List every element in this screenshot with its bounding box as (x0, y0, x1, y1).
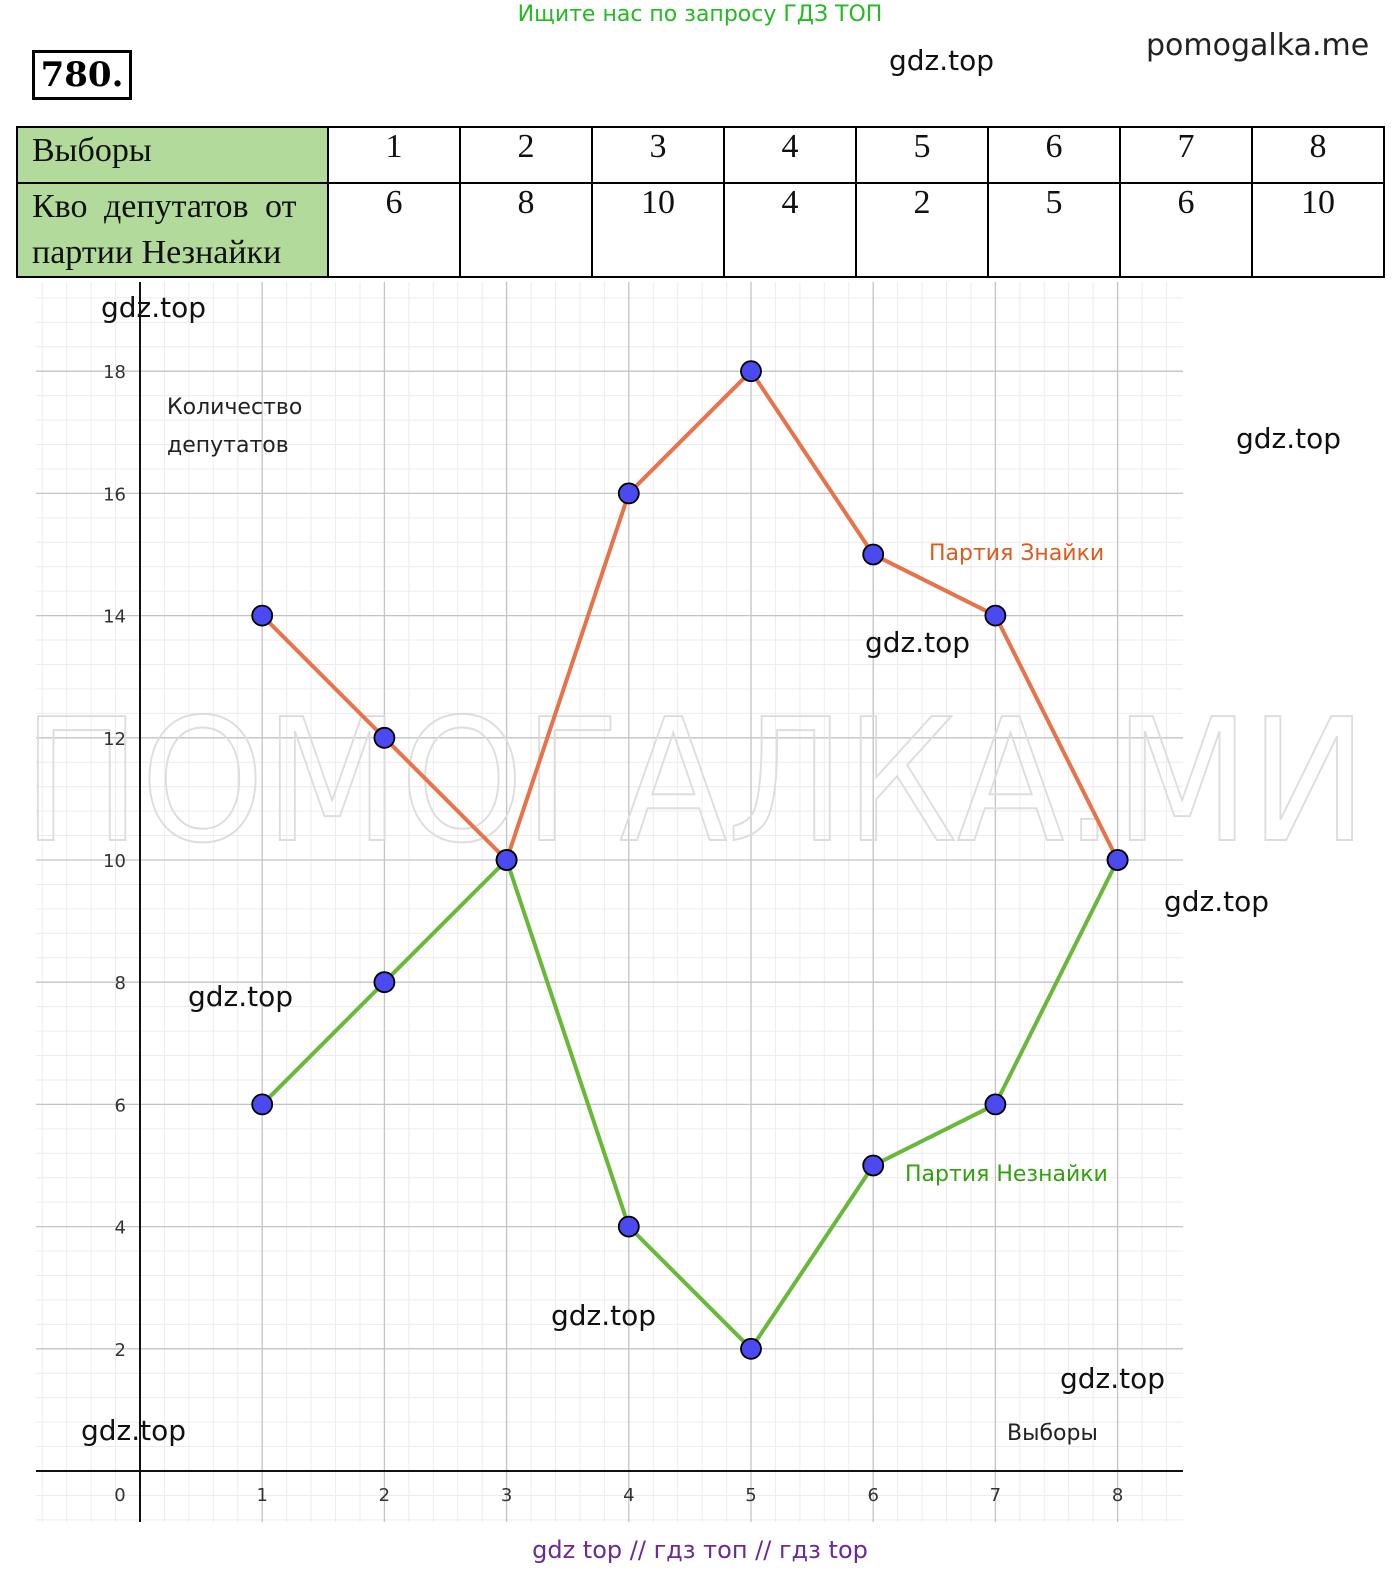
table-cell: 1 (327, 126, 461, 184)
watermark: gdz.top (1164, 885, 1270, 918)
y-tick-label: 12 (103, 729, 126, 750)
watermark: gdz.top (551, 1299, 657, 1332)
x-tick-label: 8 (1112, 1485, 1123, 1506)
legend-znayka: Партия Знайки (929, 541, 1104, 566)
data-point-0 (373, 726, 396, 749)
watermark: gdz.top (889, 44, 995, 77)
table-cell: 2 (855, 182, 989, 278)
data-point-1 (373, 971, 396, 994)
data-point-0 (617, 482, 640, 505)
table-cell: 6 (327, 182, 461, 278)
x-tick-label: 7 (990, 1485, 1001, 1506)
table-head-line1: Кво депутатов от (32, 188, 297, 225)
series-line-1 (260, 858, 1120, 1351)
table-cell: 7 (1119, 126, 1253, 184)
y-tick-label: 8 (115, 973, 126, 994)
data-point-1 (862, 1154, 885, 1177)
data-point-1 (1106, 849, 1129, 871)
data-point-1 (495, 849, 518, 871)
data-point-0 (251, 604, 274, 627)
y-axis-label-line2: депутатов (167, 433, 289, 458)
x-tick-label: 5 (745, 1485, 756, 1506)
series-lines (260, 369, 1120, 1351)
data-point-1 (984, 1093, 1007, 1116)
data-point-0 (984, 604, 1007, 627)
table-cell: 2 (459, 126, 593, 184)
x-tick-label: 6 (867, 1485, 878, 1506)
data-point-0 (862, 543, 885, 566)
watermark: gdz.top (101, 291, 207, 324)
table-cell: 4 (723, 126, 857, 184)
x-tick-label: 1 (256, 1485, 267, 1506)
table-cell: 3 (591, 126, 725, 184)
x-tick-label: 3 (501, 1485, 512, 1506)
data-point-1 (740, 1337, 762, 1360)
y-tick-label: 2 (115, 1340, 126, 1361)
watermark: gdz.top (865, 626, 971, 659)
watermark: gdz.top (188, 980, 294, 1013)
x-axis-label: Выборы (1007, 1421, 1098, 1446)
axes (36, 282, 1183, 1522)
site-name: pomogalka.me (1146, 28, 1370, 63)
data-point-1 (251, 1093, 274, 1116)
x-tick-label: 4 (623, 1485, 634, 1506)
data-point-1 (617, 1215, 640, 1238)
watermark: gdz.top (1236, 422, 1342, 455)
problem-number: 780. (32, 50, 132, 100)
y-tick-label: 14 (103, 607, 126, 628)
table-head-elections: Выборы (16, 126, 329, 184)
grid-minor (36, 282, 1183, 1522)
table-cell: 6 (987, 126, 1121, 184)
y-axis-label-line1: Количество (167, 395, 302, 420)
legend-neznayka: Партия Незнайки (905, 1162, 1108, 1187)
table-cell: 5 (987, 182, 1121, 278)
big-watermark: ПОМОГАЛКА.МИ (23, 683, 1368, 881)
table-cell: 5 (855, 126, 989, 184)
watermark: gdz.top (81, 1414, 187, 1447)
y-tick-label: 16 (103, 484, 126, 505)
footer-links: gdz top // гдз топ // гдз top (532, 1536, 868, 1564)
table-cell: 6 (1119, 182, 1253, 278)
table-cell: 10 (591, 182, 725, 278)
grid-major (36, 282, 1183, 1522)
table-row-deputies: Кво депутатов от партии Незнайки 6 8 10 … (16, 182, 1385, 278)
table-cell: 4 (723, 182, 857, 278)
table-head-line2: партии Незнайки (32, 234, 282, 271)
top-banner: Ищите нас по запросу ГДЗ ТОП (517, 2, 883, 27)
table-cell: 10 (1251, 182, 1385, 278)
table-cell: 8 (459, 182, 593, 278)
y-tick-label: 4 (115, 1218, 126, 1239)
table-row-elections: Выборы 1 2 3 4 5 6 7 8 (16, 126, 1385, 184)
table-head-deputies: Кво депутатов от партии Незнайки (16, 182, 329, 278)
series-line-0 (260, 369, 1120, 862)
y-tick-label: 6 (115, 1095, 126, 1116)
y-tick-label: 18 (103, 362, 126, 383)
y-tick-label: 10 (103, 851, 126, 872)
x-tick-label: 0 (114, 1485, 125, 1506)
data-point-0 (740, 360, 762, 383)
series-points (251, 360, 1129, 1360)
x-tick-label: 2 (379, 1485, 390, 1506)
table-cell: 8 (1251, 126, 1385, 184)
watermark: gdz.top (1060, 1362, 1166, 1395)
data-table: Выборы 1 2 3 4 5 6 7 8 Кво депутатов от … (16, 126, 1385, 278)
